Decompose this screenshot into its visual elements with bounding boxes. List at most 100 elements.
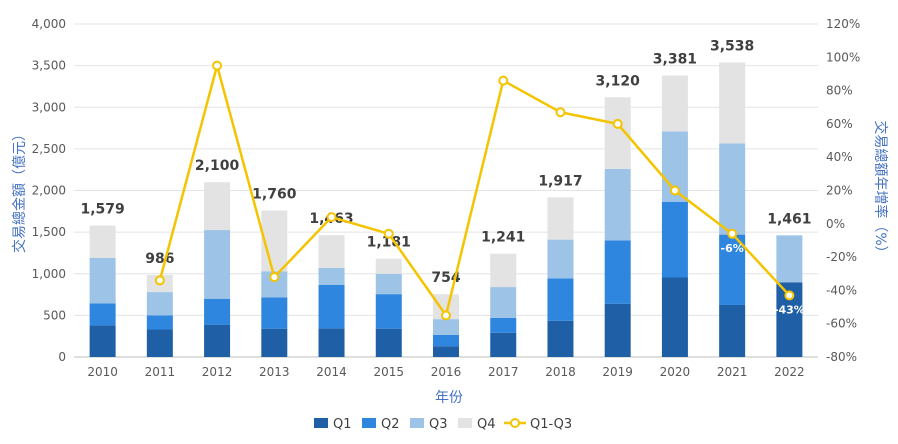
y-right-tick-label: 40% <box>826 150 853 164</box>
bar-q1-2018 <box>547 320 574 357</box>
bar-q4-2018 <box>547 197 574 240</box>
legend-label-growth: Q1-Q3 <box>530 417 572 432</box>
legend-label-q1: Q1 <box>333 417 352 432</box>
bar-q1-2013 <box>261 328 288 357</box>
growth-point-2017 <box>498 75 509 86</box>
y-right-tick-label: 20% <box>826 184 853 198</box>
axes-group: 05001,0001,5002,0002,5003,0003,5004,000 … <box>11 17 889 406</box>
bar-q4-2020 <box>661 75 688 132</box>
bar-q2-2010 <box>89 303 116 326</box>
x-tick-label: 2020 <box>660 365 691 379</box>
legend-swatch-q2 <box>362 418 376 428</box>
bar-q4-2012 <box>204 182 231 231</box>
growth-point-2018 <box>555 107 566 118</box>
y-right-tick-label: 80% <box>826 84 853 98</box>
left-axis-title: 交易總金額（億元） <box>11 127 28 253</box>
bar-q3-2015 <box>375 273 402 295</box>
total-label-2022: 1,461 <box>767 211 811 227</box>
bar-q2-2012 <box>204 298 231 325</box>
y-right-tick-label: 60% <box>826 117 853 131</box>
y-right-tick-label: 120% <box>826 17 860 31</box>
growth-point-2014 <box>326 212 337 223</box>
x-tick-label: 2022 <box>774 365 805 379</box>
total-label-2020: 3,381 <box>653 52 697 68</box>
bar-q1-2021 <box>719 304 746 357</box>
bar-q2-2011 <box>146 315 173 330</box>
legend: Q1 Q2 Q3 Q4 Q1-Q3 <box>314 417 572 432</box>
legend-swatch-q4 <box>458 418 472 428</box>
y-left-tick-label: 1,000 <box>32 267 66 281</box>
bar-q3-2011 <box>146 292 173 316</box>
y-right-tick-label: -60% <box>826 317 857 331</box>
bar-q1-2017 <box>490 332 517 357</box>
bar-q1-2015 <box>375 328 402 357</box>
x-tick-label: 2014 <box>316 365 347 379</box>
bar-q4-2010 <box>89 225 116 258</box>
bar-q2-2018 <box>547 278 574 321</box>
x-tick-label: 2021 <box>717 365 748 379</box>
bar-q3-2018 <box>547 239 574 279</box>
bar-q1-2010 <box>89 325 116 357</box>
growth-point-2022 <box>784 290 795 301</box>
x-tick-label: 2012 <box>202 365 233 379</box>
y-right-tick-label: 100% <box>826 50 860 64</box>
x-tick-label: 2018 <box>545 365 576 379</box>
bar-q4-2021 <box>719 62 746 144</box>
total-label-2011: 986 <box>145 251 174 267</box>
growth-label-2021: -6% <box>721 242 744 255</box>
bar-q2-2019 <box>604 240 631 304</box>
x-tick-label: 2019 <box>602 365 633 379</box>
bar-q3-2019 <box>604 168 631 241</box>
y-left-tick-label: 3,000 <box>32 100 66 114</box>
x-tick-label: 2011 <box>145 365 176 379</box>
y-left-tick-label: 4,000 <box>32 17 66 31</box>
legend-swatch-q1 <box>314 418 328 428</box>
total-label-2010: 1,579 <box>80 202 124 218</box>
total-label-2018: 1,917 <box>538 173 582 189</box>
left-axis-ticks: 0 500 1,000 1,500 2,000 2,500 3,000 3,500 4,000 <box>32 17 66 364</box>
bar-q3-2010 <box>89 257 116 304</box>
bar-q4-2014 <box>318 235 345 268</box>
right-axis-ticks: -80% -60% -40% -20% 0% 20% 40% 60% 80% 100% 120% <box>826 17 860 364</box>
y-left-tick-label: 3,500 <box>32 59 66 73</box>
total-label-2013: 1,760 <box>252 186 297 202</box>
bar-q2-2016 <box>433 334 459 347</box>
x-tick-label: 2015 <box>373 365 404 379</box>
y-right-tick-label: -40% <box>826 283 857 297</box>
y-right-tick-label: 0% <box>826 217 845 231</box>
bar-q2-2017 <box>490 317 517 333</box>
bar-q4-2015 <box>375 258 402 274</box>
growth-point-2015 <box>383 228 394 239</box>
bar-q3-2017 <box>490 287 517 318</box>
growth-label-2022: -43% <box>774 303 805 316</box>
growth-line-group: -6% -43% <box>154 60 805 321</box>
y-left-tick-label: 0 <box>58 350 66 364</box>
total-label-2015: 1,181 <box>367 235 411 251</box>
growth-point-2012 <box>212 60 223 71</box>
y-left-tick-label: 500 <box>43 308 66 322</box>
bar-q3-2022 <box>776 235 803 283</box>
total-label-2019: 3,120 <box>596 73 641 89</box>
x-axis-ticks: 2010 2011 2012 2013 2014 2015 2016 2017 2018 2019… <box>87 365 804 379</box>
growth-point-2011 <box>154 275 165 286</box>
bar-q2-2021 <box>719 234 746 305</box>
growth-point-2016 <box>441 310 451 321</box>
x-axis-title: 年份 <box>435 390 463 406</box>
x-tick-label: 2010 <box>87 365 118 379</box>
bar-q2-2020 <box>661 201 688 278</box>
x-tick-label: 2016 <box>431 365 462 379</box>
legend-swatch-q3 <box>410 418 424 428</box>
bar-q2-2014 <box>318 284 345 329</box>
legend-label-q4: Q4 <box>477 417 496 432</box>
bar-q4-2017 <box>490 253 517 288</box>
bar-q3-2014 <box>318 267 345 285</box>
y-left-tick-label: 1,500 <box>32 225 66 239</box>
legend-label-q2: Q2 <box>381 417 400 432</box>
growth-line <box>158 64 791 317</box>
growth-point-2021 <box>727 228 738 239</box>
growth-point-2013 <box>269 272 280 283</box>
right-axis-title: 交易總額年增率（%） <box>872 120 889 259</box>
total-label-2021: 3,538 <box>710 38 754 54</box>
